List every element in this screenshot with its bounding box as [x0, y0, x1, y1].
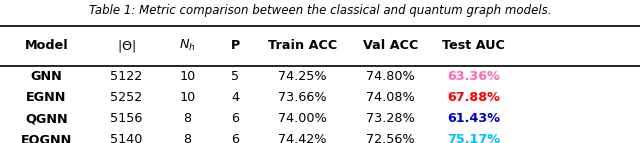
Text: 10: 10	[179, 91, 195, 104]
Text: EGNN: EGNN	[26, 91, 67, 104]
Text: 10: 10	[179, 70, 195, 83]
Text: 73.28%: 73.28%	[366, 112, 415, 125]
Text: 73.66%: 73.66%	[278, 91, 326, 104]
Text: 63.36%: 63.36%	[447, 70, 500, 83]
Text: 5122: 5122	[110, 70, 143, 83]
Text: EQGNN: EQGNN	[20, 133, 72, 143]
Text: 74.80%: 74.80%	[366, 70, 415, 83]
Text: 75.17%: 75.17%	[447, 133, 500, 143]
Text: 5156: 5156	[110, 112, 143, 125]
Text: Model: Model	[24, 39, 68, 52]
Text: Table 1: Metric comparison between the classical and quantum graph models.: Table 1: Metric comparison between the c…	[89, 4, 551, 17]
Text: 5252: 5252	[110, 91, 143, 104]
Text: 67.88%: 67.88%	[447, 91, 500, 104]
Text: 74.08%: 74.08%	[366, 91, 415, 104]
Text: 8: 8	[183, 112, 191, 125]
Text: 6: 6	[231, 133, 239, 143]
Text: 61.43%: 61.43%	[447, 112, 500, 125]
Text: $N_h$: $N_h$	[179, 38, 195, 53]
Text: 4: 4	[231, 91, 239, 104]
Text: 5: 5	[231, 70, 239, 83]
Text: 74.25%: 74.25%	[278, 70, 326, 83]
Text: QGNN: QGNN	[25, 112, 68, 125]
Text: 6: 6	[231, 112, 239, 125]
Text: 5140: 5140	[110, 133, 143, 143]
Text: 72.56%: 72.56%	[366, 133, 415, 143]
Text: 8: 8	[183, 133, 191, 143]
Text: Val ACC: Val ACC	[363, 39, 418, 52]
Text: $|\Theta|$: $|\Theta|$	[117, 38, 136, 54]
Text: 74.42%: 74.42%	[278, 133, 326, 143]
Text: 74.00%: 74.00%	[278, 112, 327, 125]
Text: P: P	[230, 39, 240, 52]
Text: Train ACC: Train ACC	[268, 39, 337, 52]
Text: Test AUC: Test AUC	[442, 39, 505, 52]
Text: GNN: GNN	[31, 70, 62, 83]
